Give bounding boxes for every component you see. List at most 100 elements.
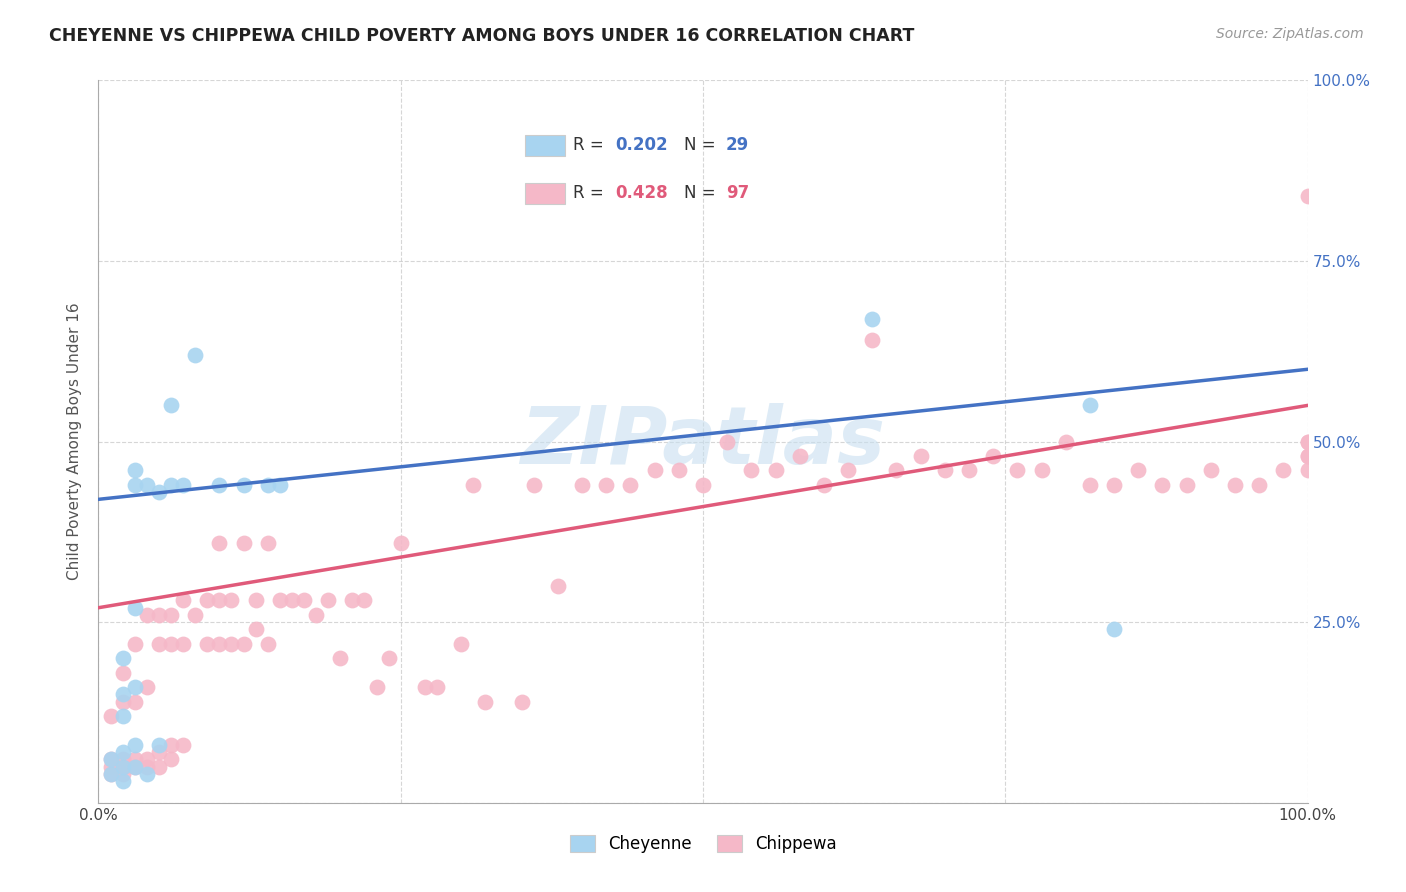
Point <box>463 478 485 492</box>
Point <box>269 593 291 607</box>
Point <box>124 695 146 709</box>
Text: N =: N = <box>683 136 720 154</box>
Point <box>837 463 859 477</box>
Point <box>1054 434 1077 449</box>
Point <box>256 478 278 492</box>
Point <box>740 463 762 477</box>
Point <box>789 449 811 463</box>
Point <box>1296 463 1319 477</box>
Point <box>160 738 183 752</box>
Point <box>571 478 593 492</box>
Point <box>1031 463 1053 477</box>
Point <box>100 767 122 781</box>
Point <box>135 607 157 622</box>
Point <box>124 600 146 615</box>
Y-axis label: Child Poverty Among Boys Under 16: Child Poverty Among Boys Under 16 <box>67 302 83 581</box>
Point <box>595 478 617 492</box>
Point <box>232 637 254 651</box>
Point <box>547 579 569 593</box>
Point <box>221 637 243 651</box>
Point <box>100 767 122 781</box>
Point <box>1102 478 1125 492</box>
Point <box>208 593 231 607</box>
Point <box>135 680 157 694</box>
Point <box>124 738 146 752</box>
Point <box>124 760 146 774</box>
Point <box>111 651 134 665</box>
Point <box>450 637 472 651</box>
Point <box>1272 463 1295 477</box>
Text: N =: N = <box>683 185 720 202</box>
Legend: Cheyenne, Chippewa: Cheyenne, Chippewa <box>562 828 844 860</box>
Point <box>886 463 908 477</box>
Point <box>172 637 194 651</box>
Point <box>208 535 231 549</box>
Point <box>135 478 157 492</box>
Point <box>668 463 690 477</box>
Point <box>172 478 194 492</box>
Point <box>389 535 412 549</box>
Point <box>195 637 218 651</box>
Point <box>124 463 146 477</box>
Point <box>221 593 243 607</box>
Point <box>1102 623 1125 637</box>
Point <box>1223 478 1246 492</box>
Point <box>135 760 157 774</box>
Point <box>100 752 122 766</box>
Point <box>1152 478 1174 492</box>
Point <box>160 752 183 766</box>
FancyBboxPatch shape <box>524 135 565 156</box>
Text: CHEYENNE VS CHIPPEWA CHILD POVERTY AMONG BOYS UNDER 16 CORRELATION CHART: CHEYENNE VS CHIPPEWA CHILD POVERTY AMONG… <box>49 27 914 45</box>
Point <box>910 449 932 463</box>
Point <box>111 767 134 781</box>
Point <box>148 738 170 752</box>
Point <box>195 593 218 607</box>
Point <box>377 651 399 665</box>
Point <box>111 752 134 766</box>
Point <box>342 593 364 607</box>
Point <box>934 463 956 477</box>
Point <box>316 593 339 607</box>
Point <box>366 680 388 694</box>
Point <box>232 535 254 549</box>
Text: 97: 97 <box>725 185 749 202</box>
Point <box>111 760 134 774</box>
Point <box>1128 463 1150 477</box>
Point <box>111 665 134 680</box>
Point <box>1296 449 1319 463</box>
Point <box>813 478 835 492</box>
Point <box>1175 478 1198 492</box>
Point <box>208 637 231 651</box>
Point <box>353 593 375 607</box>
Point <box>1078 398 1101 412</box>
Point <box>413 680 436 694</box>
Point <box>426 680 449 694</box>
Point <box>111 745 134 759</box>
Point <box>981 449 1004 463</box>
Text: 29: 29 <box>725 136 749 154</box>
Point <box>245 593 267 607</box>
Point <box>765 463 787 477</box>
Point <box>1199 463 1222 477</box>
Point <box>245 623 267 637</box>
Point <box>100 709 122 723</box>
Point <box>329 651 352 665</box>
Point <box>256 637 278 651</box>
Point <box>1296 449 1319 463</box>
Point <box>619 478 641 492</box>
Point <box>148 485 170 500</box>
Point <box>111 760 134 774</box>
Point <box>523 478 546 492</box>
Point <box>148 637 170 651</box>
Text: Source: ZipAtlas.com: Source: ZipAtlas.com <box>1216 27 1364 41</box>
Point <box>111 774 134 789</box>
Point <box>1078 478 1101 492</box>
Point <box>1007 463 1029 477</box>
Point <box>148 760 170 774</box>
Point <box>716 434 738 449</box>
Point <box>135 767 157 781</box>
Point <box>148 745 170 759</box>
Text: 0.428: 0.428 <box>616 185 668 202</box>
Point <box>305 607 328 622</box>
Point <box>644 463 666 477</box>
